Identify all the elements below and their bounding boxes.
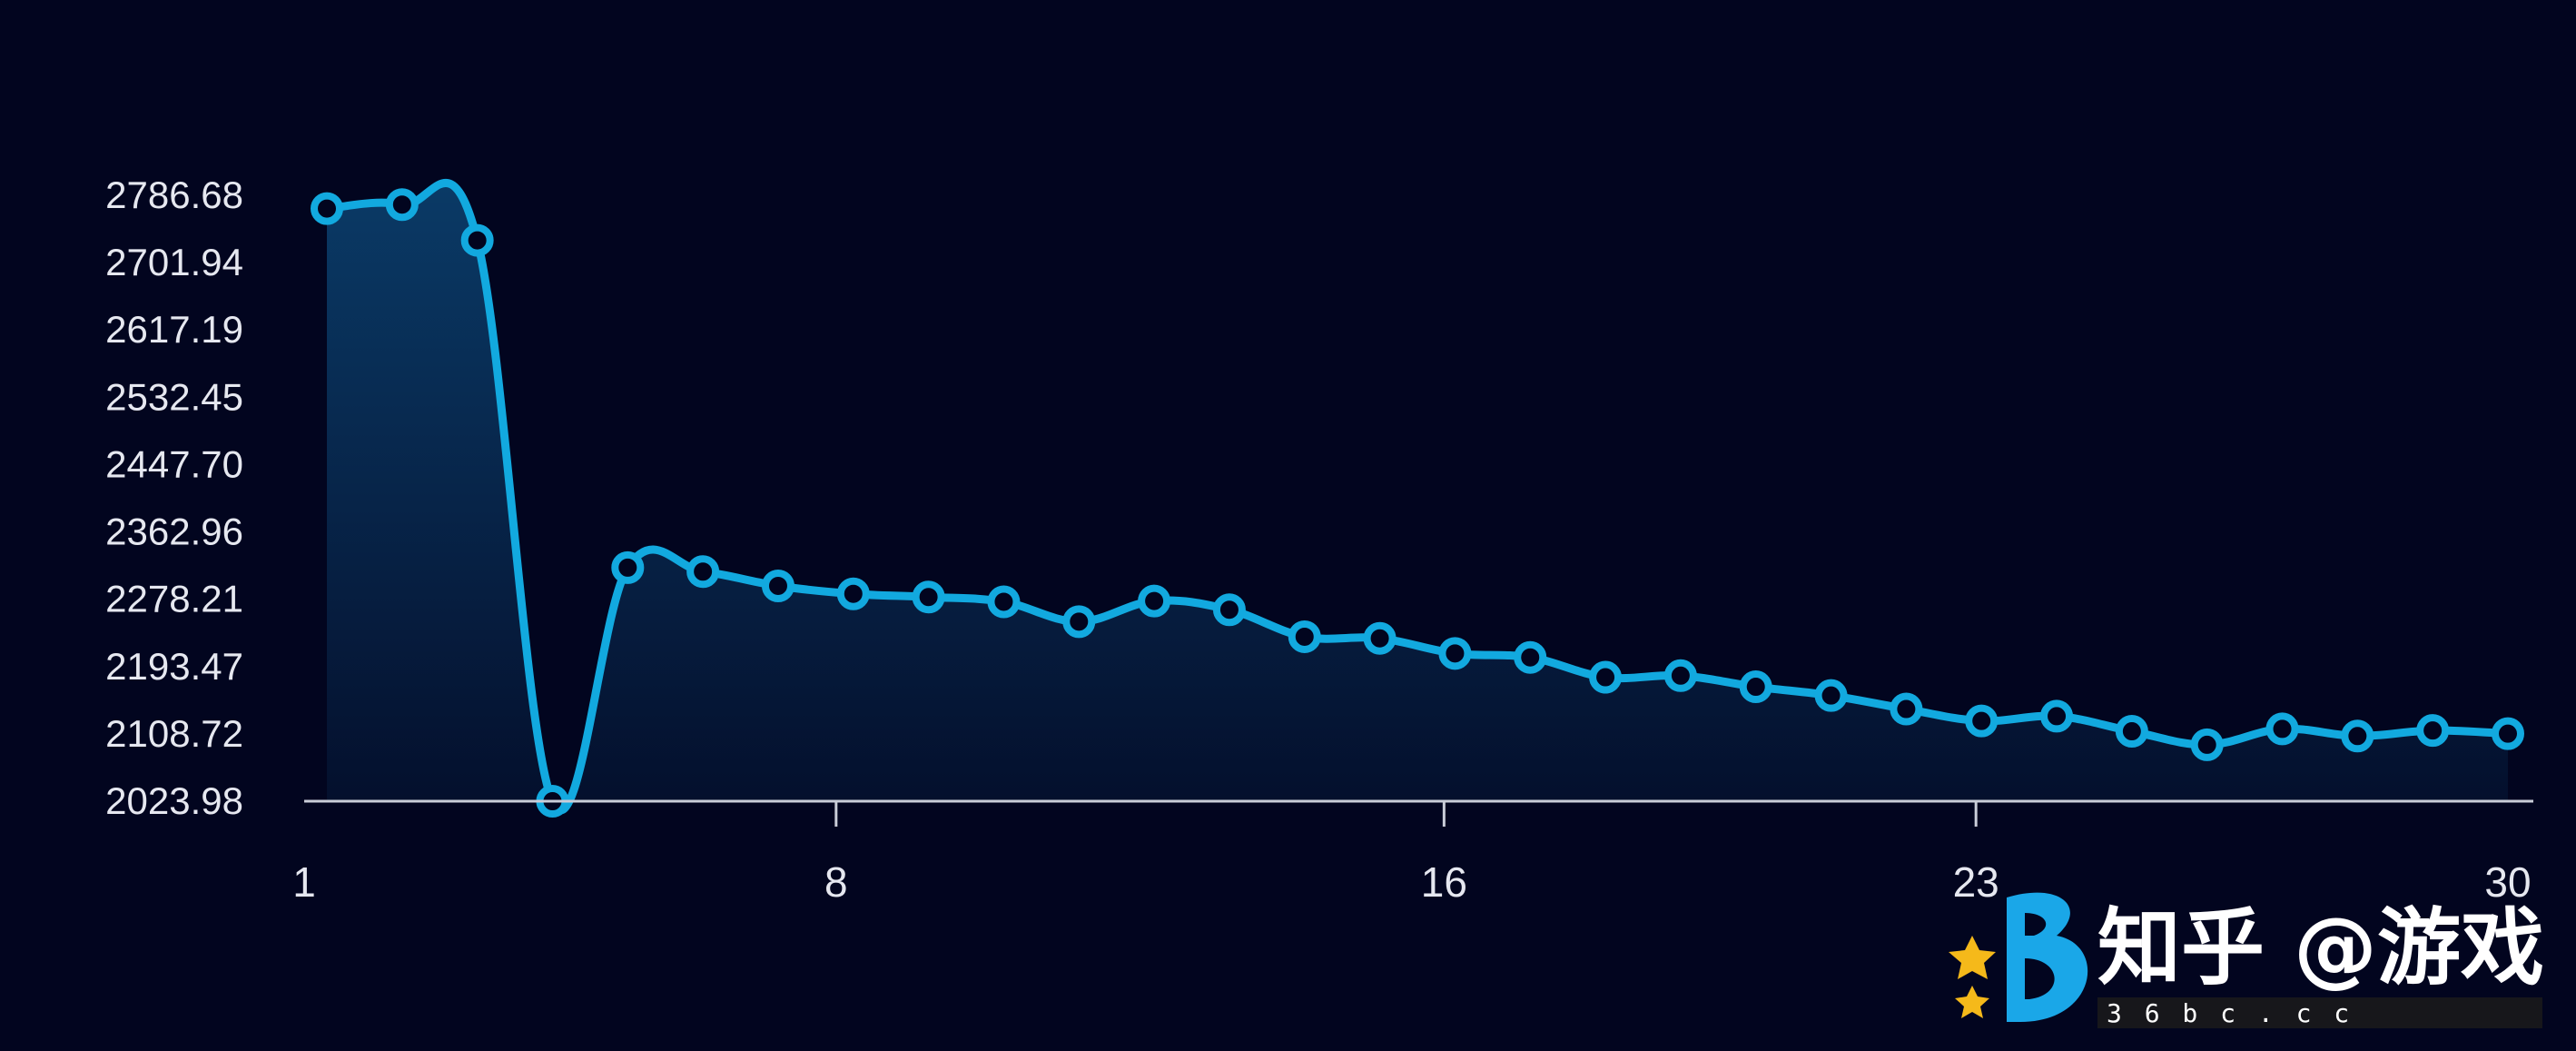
- data-point: [611, 550, 645, 584]
- y-tick-label: 2278.21: [105, 578, 243, 620]
- data-point: [761, 569, 795, 602]
- x-axis-ticks: 1 8 16 23 30: [292, 801, 2532, 906]
- data-point: [2492, 717, 2524, 750]
- data-point: [2115, 715, 2148, 749]
- data-point: [912, 580, 945, 614]
- data-point: [1212, 593, 1246, 627]
- data-point: [1288, 620, 1321, 653]
- series-area: [327, 183, 2508, 810]
- b-star-logo-icon: [1949, 892, 2088, 1022]
- data-point: [1814, 679, 1848, 712]
- x-tick-label: 16: [1421, 858, 1467, 906]
- data-point: [1965, 704, 1999, 738]
- y-tick-label: 2193.47: [105, 645, 243, 688]
- y-tick-label: 2447.70: [105, 442, 243, 485]
- data-point: [987, 585, 1021, 619]
- watermark: 知乎 @游戏 3 6 b c . c c: [1949, 892, 2544, 1028]
- data-point: [1663, 659, 1697, 692]
- watermark-subtitle-bar: [2097, 997, 2542, 1028]
- y-axis-ticks: 2023.98 2108.72 2193.47 2278.21 2362.96 2447.…: [105, 174, 243, 822]
- data-point: [1739, 670, 1772, 704]
- data-point: [1514, 640, 1547, 674]
- series-points: [311, 188, 2524, 818]
- y-tick-label: 2362.96: [105, 511, 243, 553]
- data-point: [2265, 712, 2299, 746]
- data-point: [460, 223, 494, 257]
- data-point: [1589, 660, 1623, 694]
- data-point: [1890, 692, 1923, 726]
- data-point: [1138, 584, 1171, 618]
- x-tick-label: 1: [292, 858, 316, 906]
- data-point: [1062, 605, 1096, 639]
- y-tick-label: 2108.72: [105, 712, 243, 755]
- data-point: [311, 192, 343, 225]
- data-point: [836, 577, 870, 610]
- x-tick-label: 8: [824, 858, 848, 906]
- watermark-title: 知乎 @游戏: [2097, 899, 2544, 996]
- x-tick-label: 23: [1953, 858, 1999, 906]
- data-point: [2341, 719, 2374, 753]
- y-tick-label: 2701.94: [105, 241, 243, 283]
- y-tick-label: 2786.68: [105, 174, 243, 216]
- y-tick-label: 2023.98: [105, 779, 243, 822]
- data-point: [2040, 699, 2074, 733]
- data-point: [2416, 714, 2450, 748]
- data-point: [686, 555, 720, 589]
- data-point: [385, 188, 419, 222]
- data-point: [1438, 637, 1472, 670]
- data-point: [2190, 728, 2224, 761]
- watermark-subtitle: 3 6 b c . c c: [2107, 998, 2353, 1028]
- data-point: [1363, 621, 1397, 655]
- y-tick-label: 2617.19: [105, 308, 243, 351]
- plot-area: [311, 179, 2524, 818]
- x-tick-label: 30: [2484, 858, 2531, 906]
- y-tick-label: 2532.45: [105, 375, 243, 418]
